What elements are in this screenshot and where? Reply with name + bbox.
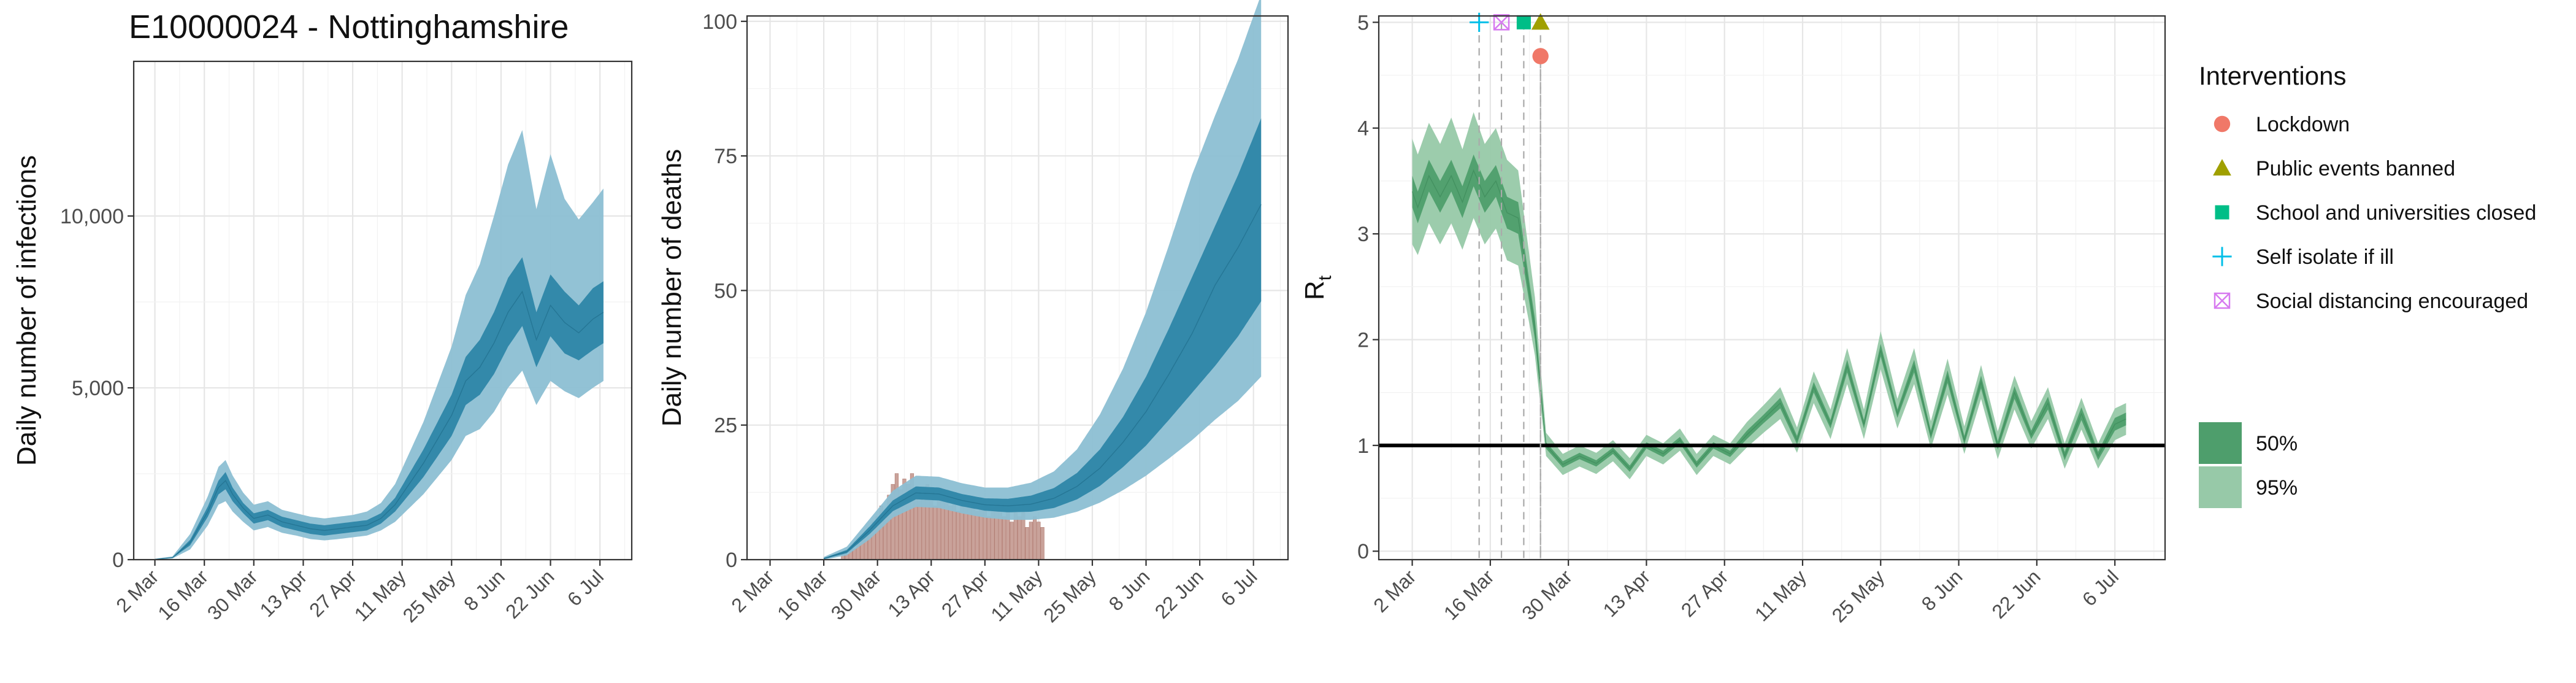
x-tick-label: 27 Apr xyxy=(1677,565,1733,621)
y-axis-label: Daily number of infections xyxy=(12,155,42,466)
death-bar xyxy=(895,474,899,560)
legend-item-label: School and universities closed xyxy=(2256,201,2536,225)
y-tick-label: 50 xyxy=(714,279,737,303)
y-axis-label-subscript: t xyxy=(1315,275,1335,280)
legend-key-square xyxy=(2215,205,2229,219)
y-tick-label: 1 xyxy=(1357,434,1369,458)
legend-item-label: Lockdown xyxy=(2256,113,2350,136)
x-tick-label: 22 Jun xyxy=(1987,565,2044,622)
y-tick-label: 0 xyxy=(726,549,737,572)
legend-band-label: 95% xyxy=(2256,476,2298,500)
death-bar xyxy=(1018,517,1021,560)
death-bar xyxy=(1010,522,1014,560)
x-tick-label: 6 Jul xyxy=(2078,565,2123,610)
chart-panel-rt: 0 1 2 3 4 5 2 Mar 16 Mar 30 Mar 13 Apr 27 Apr 11 Ma… xyxy=(1300,11,2165,627)
y-tick-label: 3 xyxy=(1357,223,1369,246)
x-tick-label: 2 Mar xyxy=(1369,565,1420,617)
y-tick-label: 75 xyxy=(714,145,737,168)
y-tick-label: 2 xyxy=(1357,328,1369,352)
x-tick-label: 11 May xyxy=(350,565,410,625)
legend-band-swatch xyxy=(2199,422,2242,464)
x-tick-label: 6 Jul xyxy=(563,565,608,610)
y-tick-label: 0 xyxy=(1357,540,1369,563)
x-tick-label: 8 Jun xyxy=(1917,565,1967,615)
y-tick-label: 25 xyxy=(714,414,737,438)
x-tick-label: 22 Jun xyxy=(1151,565,1208,622)
death-bar xyxy=(949,506,953,560)
legend-key-boxx xyxy=(2215,293,2229,308)
death-bar xyxy=(1029,522,1033,560)
x-tick-label: 2 Mar xyxy=(727,565,778,617)
legend-key-triangle xyxy=(2213,159,2231,176)
death-bar xyxy=(1002,517,1006,560)
death-bar xyxy=(1033,517,1037,560)
y-tick-label: 100 xyxy=(702,10,737,34)
y-tick-label: 5,000 xyxy=(72,377,124,400)
figure-title: E10000024 - Nottinghamshire xyxy=(129,9,569,45)
legend-item-label: Self isolate if ill xyxy=(2256,245,2394,269)
legend-band-swatch xyxy=(2199,466,2242,508)
x-tick-label: 16 Mar xyxy=(153,565,212,624)
x-tick-label: 22 Jun xyxy=(501,565,558,622)
y-tick-label: 0 xyxy=(112,549,124,572)
legend-title-interventions: Interventions xyxy=(2199,61,2346,90)
death-bar xyxy=(1025,527,1029,560)
death-bar xyxy=(941,501,945,560)
death-bar xyxy=(956,511,960,560)
y-axis-label: Rt xyxy=(1300,275,1335,300)
x-tick-label: 13 Apr xyxy=(883,565,939,621)
x-tick-label: 16 Mar xyxy=(773,565,832,624)
intervention-marker-square xyxy=(1517,15,1531,29)
y-tick-label: 4 xyxy=(1357,117,1369,141)
x-tick-label: 16 Mar xyxy=(1439,565,1498,624)
x-tick-label: 30 Mar xyxy=(827,565,886,624)
x-tick-label: 13 Apr xyxy=(1599,565,1655,621)
y-tick-label: 10,000 xyxy=(60,205,124,228)
x-tick-label: 30 Mar xyxy=(203,565,262,624)
y-axis-label: Daily number of deaths xyxy=(657,149,687,426)
x-tick-label: 13 Apr xyxy=(256,565,312,621)
legend: Interventions Lockdown Public events banne… xyxy=(2199,61,2536,508)
legend-item-label: Social distancing encouraged xyxy=(2256,290,2528,313)
x-tick-label: 25 May xyxy=(399,565,460,627)
legend-band-label: 50% xyxy=(2256,432,2298,455)
x-tick-label: 27 Apr xyxy=(937,565,993,621)
death-bar xyxy=(987,517,991,560)
x-tick-label: 25 May xyxy=(1039,565,1100,627)
legend-key-plus xyxy=(2212,247,2231,266)
legend-item-label: Public events banned xyxy=(2256,157,2455,180)
death-bar xyxy=(1037,522,1041,560)
intervention-marker-circle xyxy=(1532,48,1548,64)
plot-background xyxy=(1379,16,2165,560)
death-bar xyxy=(1041,527,1045,560)
y-tick-label: 5 xyxy=(1357,11,1369,34)
x-tick-label: 11 May xyxy=(986,565,1046,625)
x-tick-label: 30 Mar xyxy=(1517,565,1576,624)
death-bar xyxy=(918,501,922,560)
x-tick-label: 25 May xyxy=(1828,565,1889,627)
x-tick-label: 11 May xyxy=(1750,565,1811,625)
x-tick-label: 8 Jun xyxy=(1105,565,1154,615)
death-bar xyxy=(933,506,937,560)
x-tick-label: 6 Jul xyxy=(1216,565,1261,610)
death-bar xyxy=(976,511,979,560)
legend-key-circle xyxy=(2214,116,2230,132)
